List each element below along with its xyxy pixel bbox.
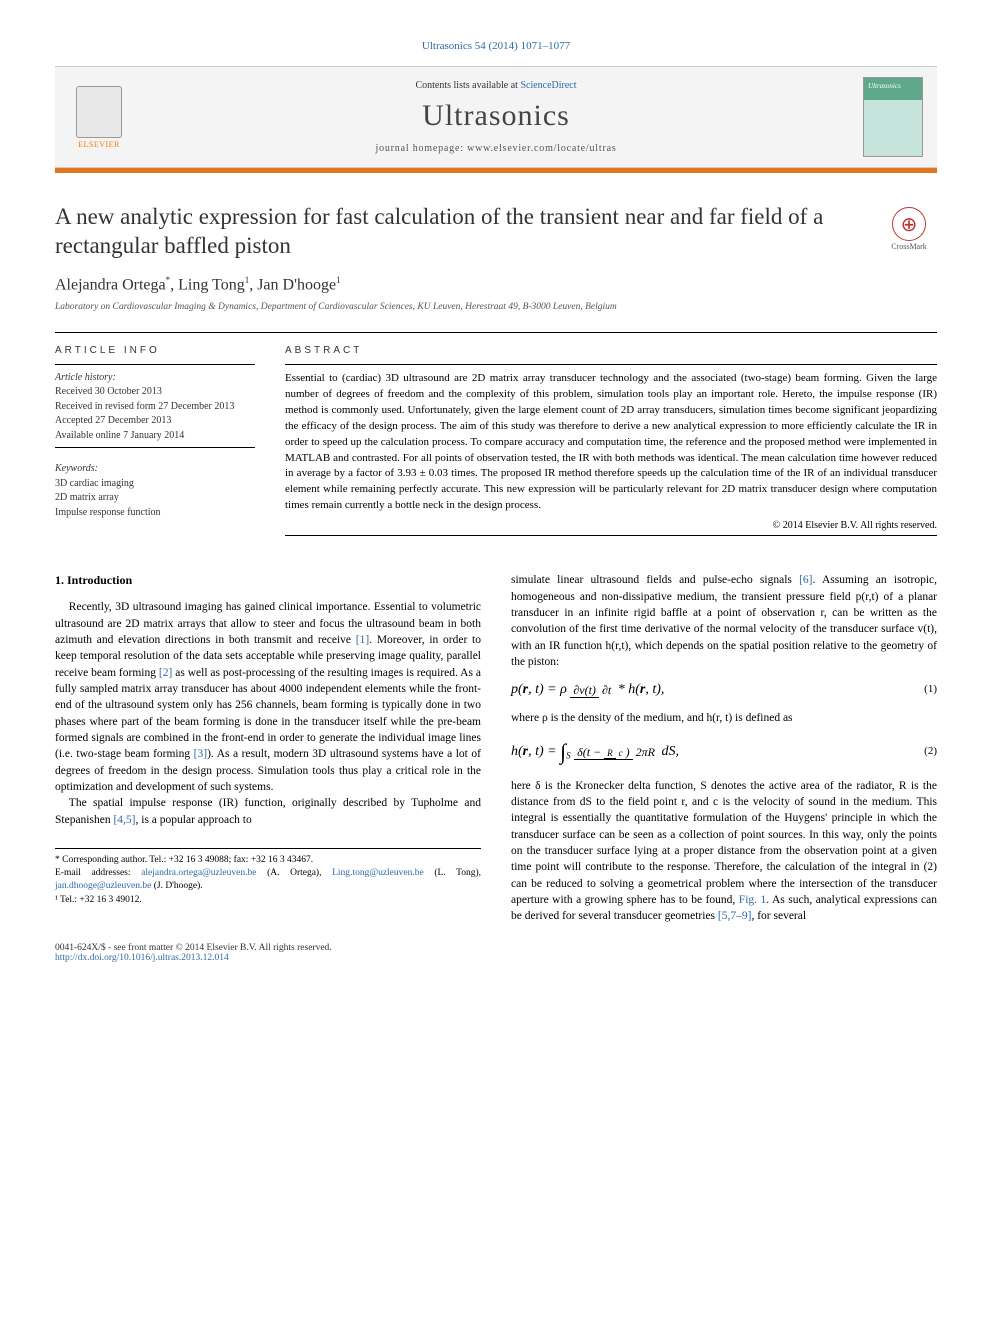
body-column-left: 1. Introduction Recently, 3D ultrasound …	[55, 572, 481, 924]
footer: 0041-624X/$ - see front matter © 2014 El…	[55, 943, 937, 963]
article-info-header: article info	[55, 345, 255, 356]
text-after-eq2: here δ is the Kronecker delta function, …	[511, 778, 937, 925]
corresponding-author: * Corresponding author. Tel.: +32 16 3 4…	[55, 854, 481, 867]
affiliation: Laboratory on Cardiovascular Imaging & D…	[55, 302, 937, 312]
crossmark-badge[interactable]: ⊕ CrossMark	[881, 207, 937, 251]
email-label: E-mail addresses:	[55, 868, 131, 878]
journal-name: Ultrasonics	[143, 99, 849, 133]
text-run: , for several	[751, 910, 806, 922]
article-history: Article history: Received 30 October 201…	[55, 364, 255, 444]
email-link-3[interactable]: jan.dhooge@uzleuven.be	[55, 881, 151, 891]
accent-bar	[55, 168, 937, 173]
keywords-block: Keywords: 3D cardiac imaging 2D matrix a…	[55, 456, 255, 520]
homepage-prefix: journal homepage:	[375, 143, 467, 154]
body-column-right: simulate linear ultrasound fields and pu…	[511, 572, 937, 924]
author-2-mark: 1	[245, 275, 250, 285]
intro-paragraph-continued: simulate linear ultrasound fields and pu…	[511, 572, 937, 670]
equation-1: p(r, t) = ρ ∂v(t)∂t * h(r, t), (1)	[511, 680, 937, 700]
footnote-tel: ¹ Tel.: +32 16 3 49012.	[55, 894, 481, 907]
journal-reference: Ultrasonics 54 (2014) 1071–1077	[55, 40, 937, 52]
email-person-1: (A. Ortega),	[267, 868, 321, 878]
contents-line: Contents lists available at ScienceDirec…	[143, 80, 849, 91]
section-heading-intro: 1. Introduction	[55, 572, 481, 589]
text-run: here δ is the Kronecker delta function, …	[511, 780, 937, 906]
crossmark-label: CrossMark	[891, 242, 927, 251]
email-link-2[interactable]: Ling.tong@uzleuven.be	[332, 868, 424, 878]
abstract-body: Essential to (cardiac) 3D ultrasound are…	[285, 364, 937, 514]
keyword-1: 3D cardiac imaging	[55, 477, 255, 492]
elsevier-name: ELSEVIER	[78, 140, 120, 149]
homepage-line: journal homepage: www.elsevier.com/locat…	[143, 143, 849, 154]
abstract-header: abstract	[285, 345, 937, 356]
elsevier-logo: ELSEVIER	[69, 82, 129, 152]
figure-link[interactable]: Fig. 1	[739, 894, 766, 906]
author-1-mark: *	[166, 275, 171, 285]
author-3: Jan D'hooge	[257, 276, 336, 293]
divider	[55, 332, 937, 333]
equation-number-2: (2)	[924, 744, 937, 760]
divider	[285, 535, 937, 536]
history-revised: Received in revised form 27 December 201…	[55, 400, 255, 415]
text-run: as well as post-processing of the result…	[55, 667, 481, 761]
article-title: A new analytic expression for fast calcu…	[55, 203, 865, 261]
text-after-eq1: where ρ is the density of the medium, an…	[511, 710, 937, 726]
keywords-label: Keywords:	[55, 462, 255, 477]
intro-paragraph-2: The spatial impulse response (IR) functi…	[55, 795, 481, 828]
email-person-3: (J. D'hooge).	[154, 881, 203, 891]
citation-link[interactable]: [6]	[799, 574, 812, 586]
author-3-mark: 1	[336, 275, 341, 285]
author-list: Alejandra Ortega*, Ling Tong1, Jan D'hoo…	[55, 275, 937, 294]
email-line: E-mail addresses: alejandra.ortega@uzleu…	[55, 867, 481, 894]
abstract-copyright: © 2014 Elsevier B.V. All rights reserved…	[285, 520, 937, 531]
sciencedirect-link[interactable]: ScienceDirect	[520, 80, 576, 91]
citation-link[interactable]: [5,7–9]	[718, 910, 752, 922]
email-person-2: (L. Tong),	[434, 868, 481, 878]
doi-link[interactable]: http://dx.doi.org/10.1016/j.ultras.2013.…	[55, 953, 229, 963]
citation-link[interactable]: [1]	[356, 634, 369, 646]
crossmark-icon: ⊕	[892, 207, 926, 241]
history-online: Available online 7 January 2014	[55, 429, 255, 444]
author-2: Ling Tong	[178, 276, 245, 293]
footnotes: * Corresponding author. Tel.: +32 16 3 4…	[55, 848, 481, 907]
email-link-1[interactable]: alejandra.ortega@uzleuven.be	[141, 868, 256, 878]
elsevier-tree-icon	[76, 86, 122, 138]
citation-link[interactable]: [3]	[194, 748, 207, 760]
divider	[55, 447, 255, 448]
journal-header-band: ELSEVIER Contents lists available at Sci…	[55, 66, 937, 168]
contents-prefix: Contents lists available at	[415, 80, 520, 91]
equation-2: h(r, t) = ∫S δ(t − Rc)2πR dS, (2)	[511, 736, 937, 767]
author-1: Alejandra Ortega	[55, 276, 166, 293]
equation-number-1: (1)	[924, 682, 937, 698]
text-run: , is a popular approach to	[136, 814, 252, 826]
text-run: simulate linear ultrasound fields and pu…	[511, 574, 799, 586]
history-accepted: Accepted 27 December 2013	[55, 414, 255, 429]
homepage-url[interactable]: www.elsevier.com/locate/ultras	[467, 143, 616, 154]
history-received: Received 30 October 2013	[55, 385, 255, 400]
history-label: Article history:	[55, 371, 255, 386]
journal-cover-thumbnail	[863, 77, 923, 157]
text-run: . Assuming an isotropic, homogeneous and…	[511, 574, 937, 668]
intro-paragraph-1: Recently, 3D ultrasound imaging has gain…	[55, 599, 481, 795]
citation-link[interactable]: [4,5]	[113, 814, 135, 826]
citation-link[interactable]: [2]	[159, 667, 172, 679]
issn-line: 0041-624X/$ - see front matter © 2014 El…	[55, 943, 937, 953]
keyword-2: 2D matrix array	[55, 491, 255, 506]
keyword-3: Impulse response function	[55, 506, 255, 521]
